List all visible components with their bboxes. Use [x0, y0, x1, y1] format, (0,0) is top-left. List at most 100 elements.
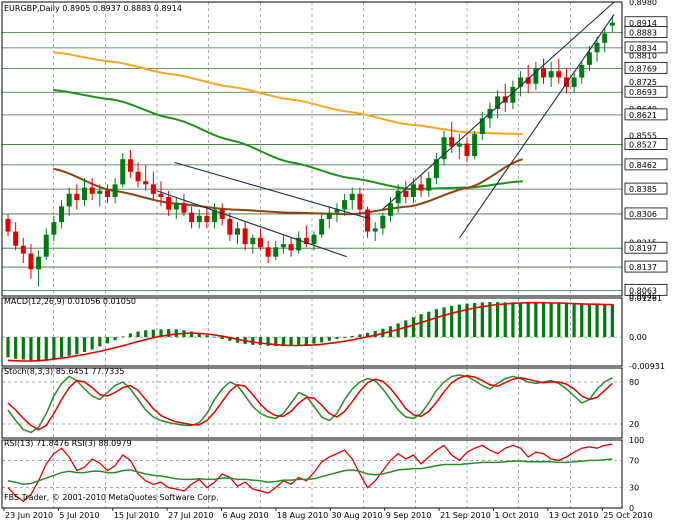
candle-body [395, 190, 401, 204]
stoch-tick-label: 20 [629, 420, 639, 429]
candle-body [319, 218, 325, 235]
candle-body [342, 200, 348, 210]
candle-body [303, 237, 309, 245]
candle-body [273, 247, 279, 257]
candle-body [181, 203, 187, 213]
candle-body [541, 68, 546, 78]
time-tick-label: 5 Jul 2010 [59, 511, 99, 520]
time-tick-label: 21 Sep 2010 [440, 511, 491, 520]
macd-histogram-bar [419, 314, 423, 338]
candle-body [51, 222, 57, 235]
stoch-panel[interactable]: 80 20 [1, 367, 639, 439]
candle-body [43, 234, 49, 257]
macd-histogram-bar [304, 337, 308, 345]
price-tick-label-box [624, 158, 668, 171]
macd-histogram-bar [14, 337, 18, 359]
price-tick-label-box [624, 260, 668, 273]
candle-body [602, 33, 608, 43]
candle-body [349, 193, 355, 201]
candle-body [219, 209, 225, 219]
candle-body [135, 171, 141, 182]
candle-body [403, 190, 409, 197]
price-tick-label: 0.8197 [629, 244, 657, 253]
macd-histogram-bar [457, 304, 461, 338]
candle-body [365, 209, 371, 232]
macd-histogram-bar [396, 323, 400, 338]
candle-body [166, 196, 172, 210]
candle-body [311, 234, 317, 245]
candle-body [518, 77, 524, 87]
macd-histogram-bar [549, 303, 553, 338]
macd-histogram-bar [557, 303, 561, 338]
macd-histogram-bar [503, 302, 507, 338]
rsi-label: RSI(13) 71.8476 RSI(3) 88.0979 [4, 439, 132, 448]
macd-histogram-bar [205, 335, 209, 338]
macd-histogram-bar [82, 337, 87, 353]
macd-histogram-bar [6, 337, 10, 358]
price-tick-label: 0.8883 [629, 29, 657, 38]
price-tick-label: 0.8137 [629, 263, 657, 272]
macd-histogram-bar [404, 320, 408, 338]
macd-histogram-bar [212, 336, 217, 338]
macd-histogram-bar [526, 302, 530, 338]
candle-body [594, 42, 600, 53]
macd-histogram-bar [281, 337, 285, 347]
time-tick-label: 23 Jun 2010 [5, 511, 53, 520]
candle-body [5, 218, 11, 232]
candle-body [196, 215, 202, 223]
candle-body [510, 86, 516, 103]
candle-body [579, 64, 585, 78]
price-tick-label-box [624, 207, 668, 220]
candle-body [472, 134, 478, 157]
macd-histogram-bar [587, 304, 591, 338]
macd-histogram-bar [37, 337, 41, 362]
candle-body [418, 184, 424, 191]
macd-histogram-bar [121, 336, 125, 338]
candle-body [296, 237, 302, 251]
price-tick-label: 0.8045 [629, 292, 657, 301]
moving-average-line [53, 51, 523, 136]
macd-histogram-bar [98, 337, 102, 347]
macd-histogram-bar [350, 335, 354, 338]
macd-histogram-bar [258, 337, 263, 346]
macd-histogram-bar [511, 302, 515, 338]
macd-histogram-bar [251, 337, 255, 345]
candle-body [173, 203, 179, 210]
macd-histogram-bar [564, 303, 569, 338]
macd-histogram-bar [327, 337, 331, 341]
price-tick-label: 0.8810 [629, 51, 657, 60]
candle-body [288, 244, 294, 251]
candle-body [533, 68, 539, 84]
candle-body [334, 209, 340, 213]
macd-histogram-bar [373, 330, 377, 338]
macd-histogram-bar [365, 332, 370, 338]
macd-histogram-bar [67, 337, 71, 356]
price-tick-label: 0.8621 [629, 111, 657, 120]
rsi-panel[interactable]: 100 70 30 0 [1, 436, 644, 513]
candle-body [112, 184, 118, 197]
copyright-label: FBS Trader, © 2001-2010 MetaQuotes Softw… [4, 493, 219, 502]
macd-histogram-bar [312, 337, 316, 344]
macd-histogram-bar [289, 337, 293, 346]
macd-histogram-bar [572, 304, 576, 338]
macd-histogram-bar [105, 337, 110, 344]
price-tick-label: 0.8527 [629, 140, 657, 149]
candle-body [326, 212, 332, 219]
time-tick-label: 9 Sep 2010 [386, 511, 432, 520]
rsi-tick-label: 30 [629, 484, 639, 493]
price-tick-label: 0.8980 [629, 0, 657, 7]
candle-body [158, 193, 164, 197]
candle-body [571, 77, 577, 87]
macd-histogram-bar [128, 333, 132, 338]
macd-histogram-bar [274, 337, 278, 347]
macd-tick-label: 0.01261 [629, 294, 662, 303]
macd-histogram-bar [136, 331, 140, 338]
candle-body [426, 178, 432, 191]
candle-body [28, 253, 34, 270]
candle-body [556, 71, 562, 78]
macd-histogram-bar [465, 303, 469, 338]
macd-panel[interactable]: 0.01261 0.00 -0.00931 [1, 294, 665, 371]
candle-body [280, 244, 286, 248]
